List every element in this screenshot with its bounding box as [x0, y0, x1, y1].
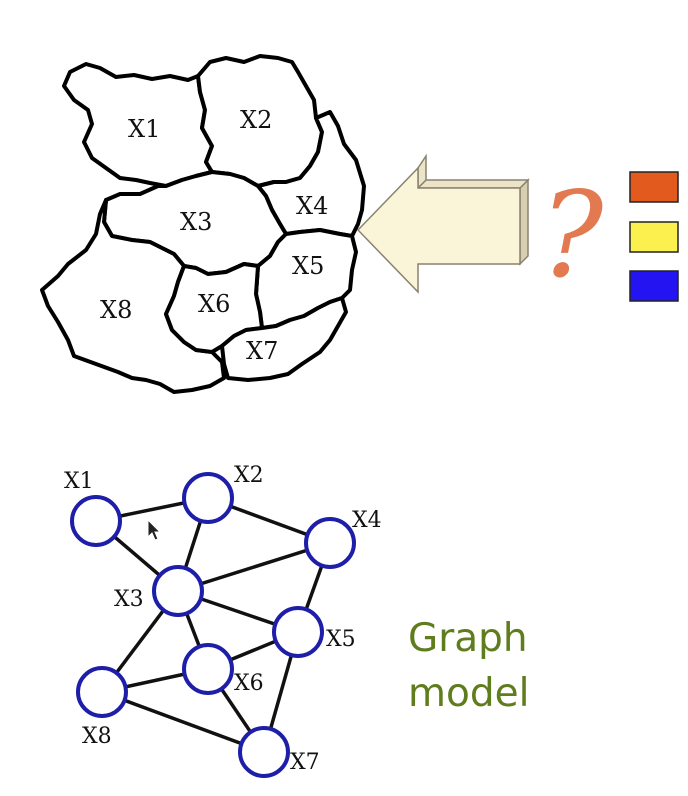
graph-node-x1 — [70, 495, 122, 547]
node-label-x3: X3 — [114, 587, 144, 612]
swatch-blue — [629, 270, 679, 302]
swatch-orange — [629, 171, 679, 203]
region-label-x6: X6 — [198, 290, 230, 318]
node-label-x7: X7 — [290, 750, 320, 775]
graph-caption-line2: model — [408, 671, 529, 716]
mouse-cursor-icon — [147, 518, 162, 541]
node-label-x1: X1 — [64, 469, 94, 494]
graph-node-x7 — [238, 726, 290, 778]
node-label-x5: X5 — [326, 627, 356, 652]
region-label-x4: X4 — [296, 192, 328, 220]
region-label-x2: X2 — [240, 106, 272, 134]
node-label-x2: X2 — [234, 463, 264, 488]
graph-node-x8 — [76, 666, 128, 718]
region-label-x3: X3 — [180, 208, 212, 236]
color-palette — [629, 171, 679, 302]
region-x8 — [40, 198, 226, 394]
edge-x3-x4 — [177, 541, 331, 593]
edge-x8-x7 — [101, 690, 265, 754]
node-label-x6: X6 — [234, 671, 264, 696]
graph-node-x3 — [152, 565, 204, 617]
graph-nodes — [70, 472, 356, 778]
graph-caption-line1: Graph — [408, 616, 528, 661]
graph-node-x6 — [182, 643, 234, 695]
graph-node-x4 — [304, 517, 356, 569]
region-map: X1 X2 X3 X4 X5 X6 X7 X8 — [40, 54, 366, 394]
graph-model: X1 X2 X3 X4 X5 X6 X7 X8 Graph model — [64, 463, 529, 778]
region-label-x8: X8 — [100, 296, 132, 324]
region-label-x5: X5 — [292, 252, 324, 280]
graph-node-x2 — [182, 472, 234, 524]
arrow-left-icon — [356, 153, 530, 294]
node-label-x4: X4 — [352, 508, 382, 533]
region-x7 — [220, 296, 348, 382]
region-label-x7: X7 — [246, 337, 278, 365]
region-label-x1: X1 — [128, 115, 160, 143]
graph-node-x5 — [272, 606, 324, 658]
question-mark: ? — [540, 166, 604, 304]
node-label-x8: X8 — [82, 724, 112, 749]
swatch-yellow — [629, 221, 679, 253]
